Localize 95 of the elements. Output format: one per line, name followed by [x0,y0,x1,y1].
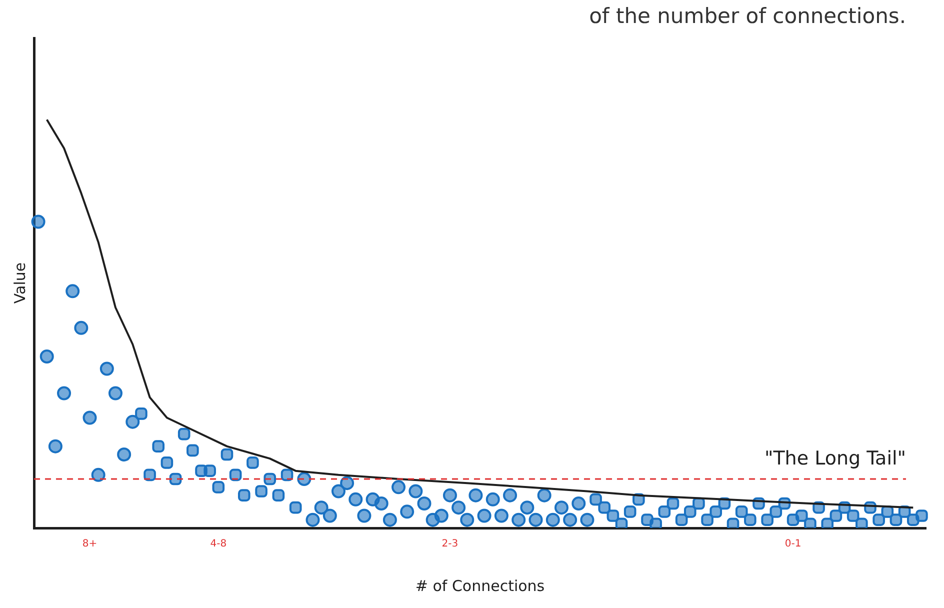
ref-line-label: "The Long Tail" [764,447,906,470]
point [48,439,62,454]
point [684,506,696,518]
point [856,518,868,528]
point [220,448,234,461]
point [770,506,782,518]
point [417,496,432,510]
point [580,512,594,527]
point [701,514,714,526]
x-tick-label: 8+ [82,538,98,550]
point [117,448,132,462]
point [340,476,354,490]
point [57,386,72,400]
point [135,408,148,420]
point [468,488,483,502]
point [382,512,397,527]
point [434,508,448,523]
point [306,512,320,527]
point [624,506,636,518]
point [804,518,816,528]
point [512,512,526,527]
point [74,320,88,335]
point [830,510,842,522]
point [598,501,611,514]
point [735,506,748,518]
point [392,480,406,494]
text: of the number of connections. [589,4,906,28]
point [212,481,225,494]
point [100,362,114,376]
point [520,500,534,515]
point [486,492,500,506]
point [872,514,885,526]
point [650,518,662,528]
point [40,350,54,364]
point [606,510,620,522]
point [91,468,106,482]
point [331,484,346,498]
point [126,414,140,429]
point [322,508,337,523]
point [615,518,628,528]
point [477,508,492,523]
point [528,512,543,527]
point [537,488,552,502]
point [563,512,578,527]
x-tick-label: 2-3 [442,538,458,550]
point [494,508,508,523]
point [82,410,97,425]
point [348,492,363,506]
x-axis-title: # of Connections [415,576,545,595]
point [726,518,740,528]
point [554,500,568,515]
point [280,468,294,482]
point [238,489,250,502]
point [795,510,808,522]
point [229,468,242,482]
point [374,496,388,510]
point [169,472,182,486]
point [666,497,680,510]
point [442,488,457,502]
point [572,496,586,510]
point [357,508,372,523]
point [658,506,671,518]
point [460,512,474,527]
point [761,514,774,526]
point [289,501,302,514]
point [675,514,688,526]
point [108,386,122,400]
point [314,500,328,515]
point [846,510,860,522]
point [408,484,423,498]
point [400,504,414,519]
point [152,440,165,452]
point [246,456,259,469]
point [821,518,834,528]
point [744,514,756,526]
point [178,428,190,440]
point [890,514,902,526]
x-tick-label: 0-1 [784,538,802,550]
point [710,506,722,518]
point [144,468,156,482]
point [590,493,602,506]
point [297,472,312,486]
point [66,284,80,298]
point [31,214,46,229]
x-tick-label: 4-8 [210,538,227,550]
point [272,489,285,502]
point [452,500,466,515]
point [916,510,928,522]
point [186,444,199,457]
point [546,512,560,527]
point [503,488,518,502]
y-axis-title: Value [10,262,29,304]
point [204,464,216,477]
point [255,485,268,498]
point [160,456,174,469]
